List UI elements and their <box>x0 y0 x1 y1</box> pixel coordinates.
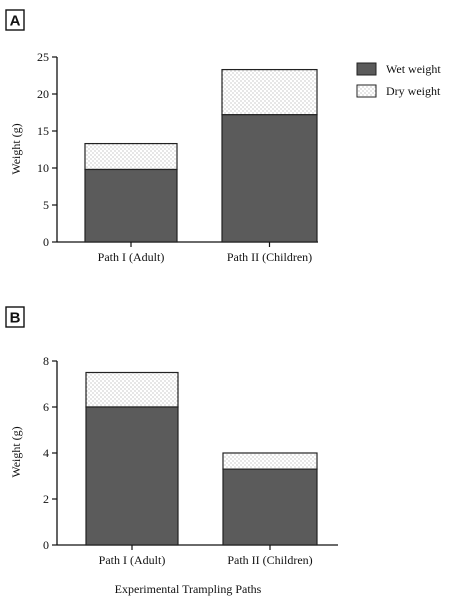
panel-b-bar-dry-weight <box>85 371 179 408</box>
panel-b-y-tick-label: 0 <box>43 538 49 552</box>
panel-a-bar-wet-weight <box>221 114 318 243</box>
panel-b-y-tick-label: 4 <box>43 446 49 460</box>
panel-a-y-tick-label: 25 <box>37 50 49 64</box>
panel-b-plot: 0 2 4 6 8 Path I (Adult) Path II (Children) <box>43 354 338 567</box>
panel-b-y-axis-label: Weight (g) <box>9 426 23 477</box>
panel-b-x-tick-label: Path I (Adult) <box>99 553 166 567</box>
panel-a-letter: A <box>10 13 21 30</box>
legend-swatch-dry-weight <box>356 84 377 98</box>
panel-b-y-tick-label: 2 <box>43 492 49 506</box>
legend-label-dry-weight: Dry weight <box>386 84 441 98</box>
legend-label-wet-weight: Wet weight <box>386 62 441 76</box>
panel-a-x-tick-label: Path II (Children) <box>227 250 312 264</box>
panel-b-y-tick-label: 6 <box>43 400 49 414</box>
legend: Wet weight Dry weight <box>356 62 441 98</box>
panel-b-bar-wet-weight <box>85 406 179 546</box>
panel-a-plot: 0 5 10 15 20 25 Path I (Adult) Path II (Childre… <box>37 50 318 264</box>
panel-a: A Weight (g) 0 5 10 15 20 25 Path I (Adult) Pat… <box>5 9 318 264</box>
panel-a-y-tick-label: 20 <box>37 87 49 101</box>
panel-a-bar-dry-weight <box>221 68 318 116</box>
panel-a-letter-box <box>5 9 25 31</box>
panel-b-x-tick-label: Path II (Children) <box>227 553 312 567</box>
panel-a-bar-wet-weight <box>84 168 178 243</box>
panel-b-bar-wet-weight <box>222 468 318 546</box>
panel-b-bar-dry-weight <box>222 452 318 470</box>
panel-b-letter: B <box>10 310 21 327</box>
panel-b: B Weight (g) 0 2 4 6 8 Path I (Adult) Path II … <box>5 306 338 567</box>
legend-swatch-wet-weight <box>356 62 377 76</box>
panel-a-x-tick-label: Path I (Adult) <box>98 250 165 264</box>
panel-a-y-tick-label: 0 <box>43 235 49 249</box>
panel-a-y-tick-label: 15 <box>37 124 49 138</box>
panel-a-y-tick-label: 5 <box>43 198 49 212</box>
panel-a-bar-dry-weight <box>84 142 178 171</box>
panel-a-y-axis-label: Weight (g) <box>9 123 23 174</box>
x-axis-title: Experimental Trampling Paths <box>115 582 262 596</box>
panel-b-y-tick-label: 8 <box>43 354 49 368</box>
panel-b-letter-box <box>5 306 25 328</box>
panel-a-y-tick-label: 10 <box>37 161 49 175</box>
